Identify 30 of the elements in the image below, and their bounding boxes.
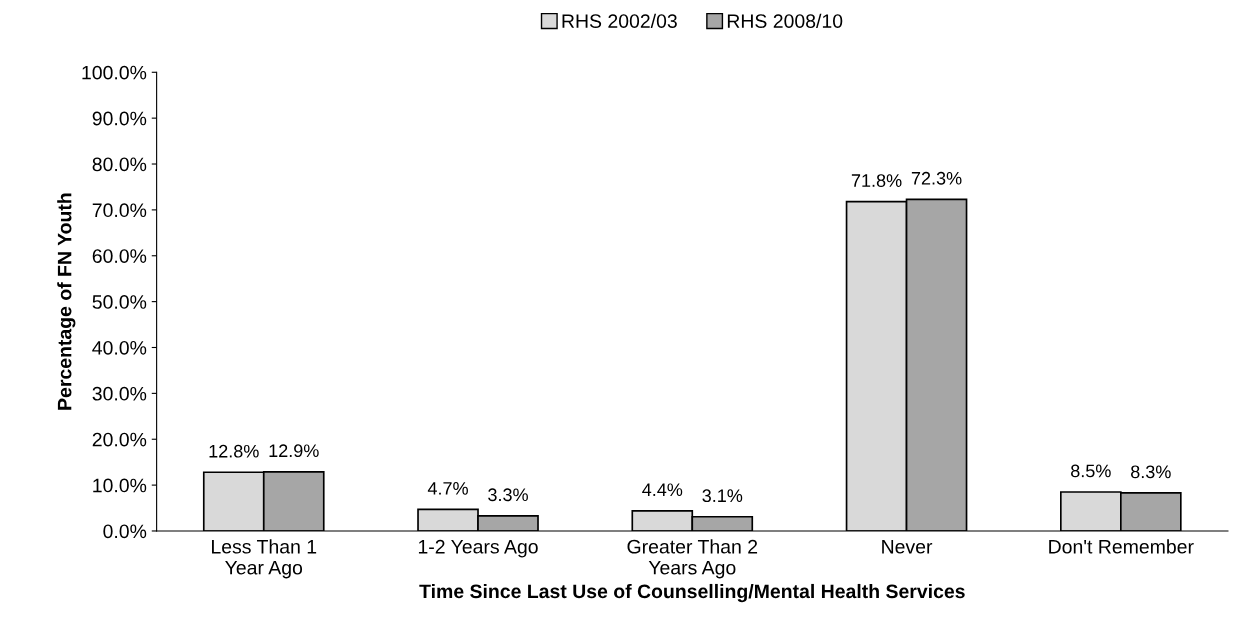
y-tick-label: 10.0% — [93, 478, 147, 493]
y-tick-label: 60.0% — [92, 249, 147, 263]
x-axis-title: Time Since Last Use of Counselling/Mental Health Services — [419, 583, 965, 603]
x-tick-label: Don't Remember — [1049, 539, 1194, 554]
x-tick-label: Greater Than 2 Years Ago — [627, 539, 758, 579]
data-label: 4.7% — [427, 482, 468, 495]
y-tick-label: 40.0% — [92, 340, 147, 355]
data-label: 12.9% — [269, 444, 319, 458]
y-tick-label: 80.0% — [92, 157, 147, 172]
y-tick-label: 30.0% — [92, 386, 147, 401]
data-label: 12.8% — [209, 444, 259, 458]
y-tick-label: 50.0% — [92, 295, 147, 309]
legend-label: RHS 2008/10 — [727, 13, 843, 28]
x-tick-label: 1-2 Years Ago — [418, 539, 538, 558]
x-tick-label: Never — [882, 540, 933, 554]
y-tick-label: 90.0% — [92, 111, 147, 126]
data-label: 3.3% — [488, 488, 528, 502]
y-tick-label: 20.0% — [92, 432, 147, 447]
y-tick-label: 0.0% — [103, 524, 147, 539]
data-label: 72.3% — [911, 171, 962, 185]
y-axis-title: Percentage of FN Youth — [57, 193, 76, 410]
data-label: 3.1% — [702, 489, 743, 503]
data-label: 4.4% — [642, 483, 683, 497]
data-label: 8.3% — [1131, 465, 1171, 479]
data-label: 71.8% — [851, 174, 902, 187]
x-tick-label: Less Than 1 Year Ago — [212, 539, 317, 579]
legend-label: RHS 2002/03 — [562, 13, 677, 28]
y-tick-label: 70.0% — [92, 203, 147, 218]
data-label: 8.5% — [1071, 464, 1111, 478]
y-tick-label: 100.0% — [82, 65, 147, 80]
